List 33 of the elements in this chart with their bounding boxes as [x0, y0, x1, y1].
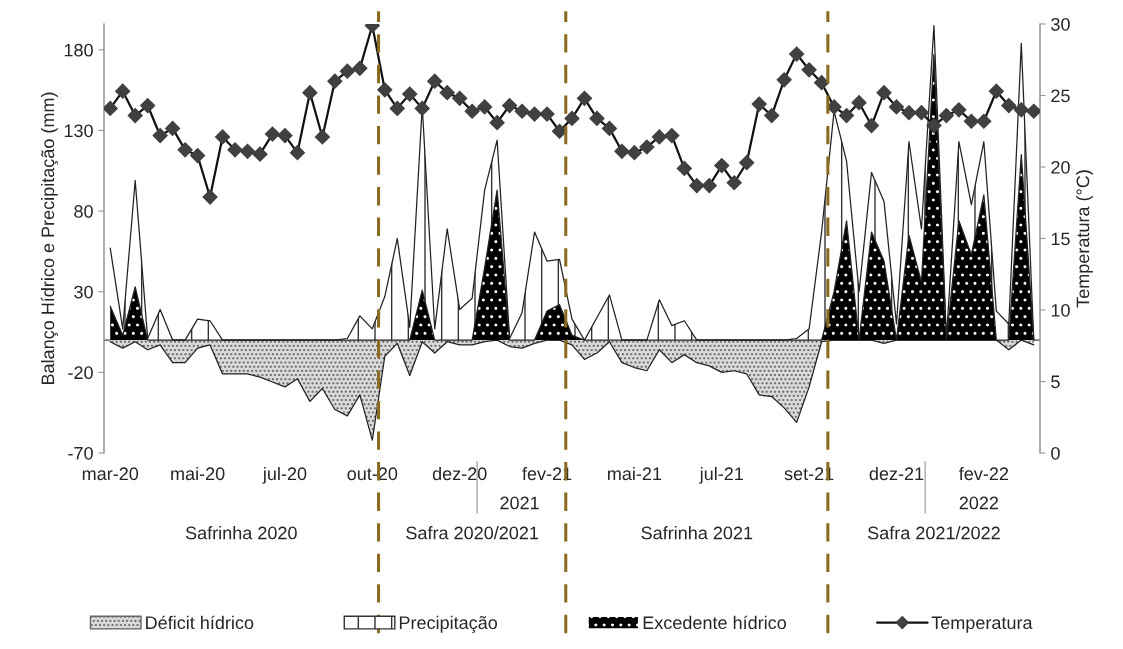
y-tick-label: -70 [68, 446, 93, 460]
y2-tick-label: 15 [1051, 232, 1070, 246]
x-tick-label: dez-21 [869, 466, 924, 481]
y-tick-label: -20 [68, 366, 93, 380]
legend-label: Precipitação [399, 615, 498, 633]
y2-tick-label: 10 [1051, 303, 1070, 317]
y-tick-label: 130 [64, 124, 93, 138]
x-tick-label: fev-22 [959, 466, 1009, 481]
x-tick-label: jul-20 [262, 466, 307, 484]
y-tick-label: 80 [74, 205, 93, 218]
x-tick-label: dez-20 [432, 466, 487, 481]
x-tick-label: mai-21 [608, 466, 662, 481]
x-tick-label: mai-20 [171, 466, 225, 481]
y2-axis-title: Temperatura (°C) [1076, 170, 1093, 308]
x-tick-label: jul-21 [699, 466, 743, 484]
text: Safrinha 2021 [641, 526, 753, 540]
text: 2022 [959, 496, 999, 510]
y-tick-label: 30 [74, 285, 93, 299]
legend-label: Excedente hídrico [643, 615, 787, 630]
y2-tick-label: 5 [1051, 375, 1060, 389]
text: Safra 2021/2022 [867, 526, 1000, 540]
y2-tick-label: 30 [1051, 17, 1070, 31]
y2-tick-label: 20 [1051, 160, 1070, 174]
text: Safra 2020/2021 [406, 526, 539, 540]
y-axis-title: Balanço Hídrico e Precipitação (mm) [40, 92, 58, 385]
y-tick-label: 180 [64, 43, 93, 57]
y2-tick-label: 25 [1051, 89, 1070, 103]
text: 2021 [500, 496, 539, 510]
legend-label: Temperatura [931, 616, 1033, 633]
legend-label: Déficit hídrico [146, 615, 254, 630]
text: Safrinha 2020 [185, 526, 297, 540]
x-tick-label: mar-20 [82, 467, 139, 481]
y2-tick-label: 0 [1051, 446, 1060, 460]
